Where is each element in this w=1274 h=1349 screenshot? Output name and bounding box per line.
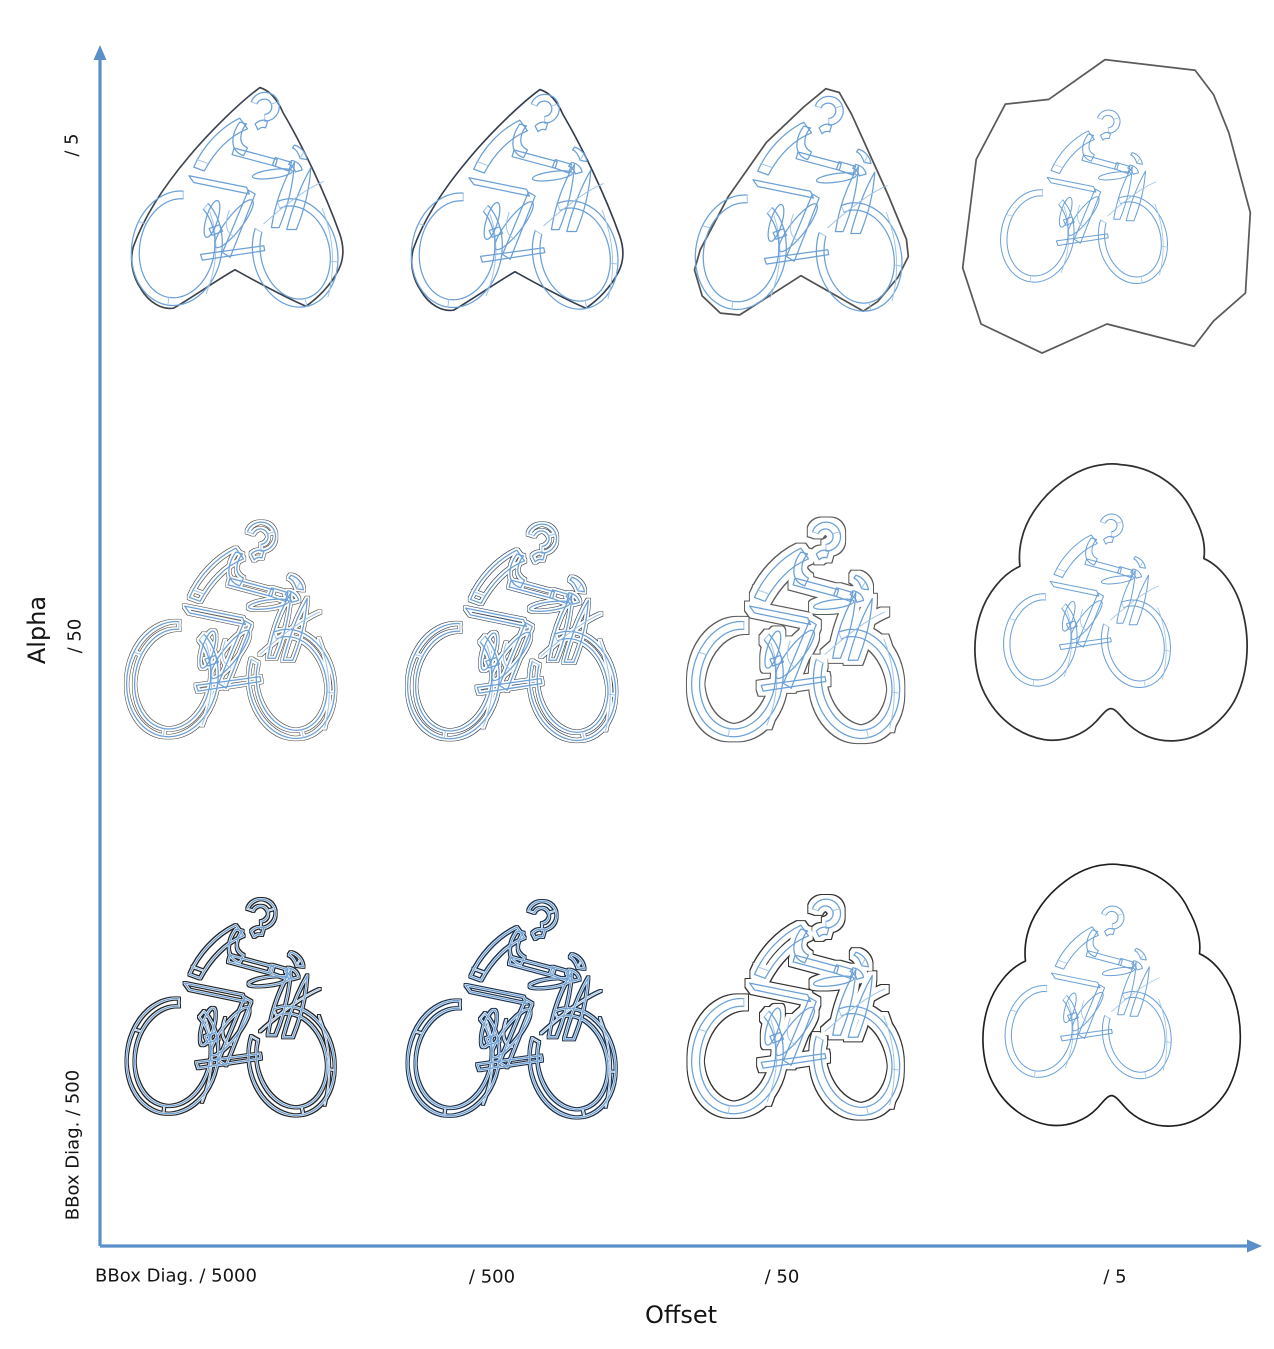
x-tick-offset-500: / 500 (468, 1266, 516, 1288)
wrap-cell-alpha5-offset5 (961, 58, 1252, 354)
x-tick-offset-50: / 50 (764, 1266, 800, 1288)
x-axis-arrow-icon (1247, 1239, 1262, 1253)
wrap-cell-alpha50-offset5 (974, 462, 1248, 742)
wrap-cell-alpha5-offset5000 (130, 86, 344, 310)
x-axis-title: Offset (644, 1301, 718, 1329)
wrap-cell-alpha50-offset5000 (125, 521, 336, 740)
wrap-cell-alpha5-offset50 (693, 87, 910, 316)
wrap-cell-alpha50-offset50 (690, 521, 901, 740)
y-axis-title: Alpha (23, 595, 51, 665)
wrap-cell-alpha50-offset500 (406, 523, 617, 742)
wrap-cell-alpha500-offset50 (690, 898, 901, 1117)
wrap-cell-alpha500-offset500 (406, 900, 617, 1119)
y-axis-arrow-icon (93, 45, 107, 60)
x-tick-offset-5000: BBox Diag. / 5000 (95, 1265, 257, 1287)
wrap-cell-alpha5-offset500 (410, 88, 624, 312)
y-tick-alpha-500: BBox Diag. / 500 (62, 1069, 84, 1221)
x-tick-offset-5: / 5 (1103, 1266, 1127, 1288)
wrap-cell-alpha500-offset5000 (125, 898, 336, 1117)
wrap-cell-alpha500-offset5 (982, 863, 1242, 1127)
y-tick-alpha-50: / 50 (64, 618, 86, 654)
y-tick-alpha-5: / 5 (61, 133, 83, 157)
